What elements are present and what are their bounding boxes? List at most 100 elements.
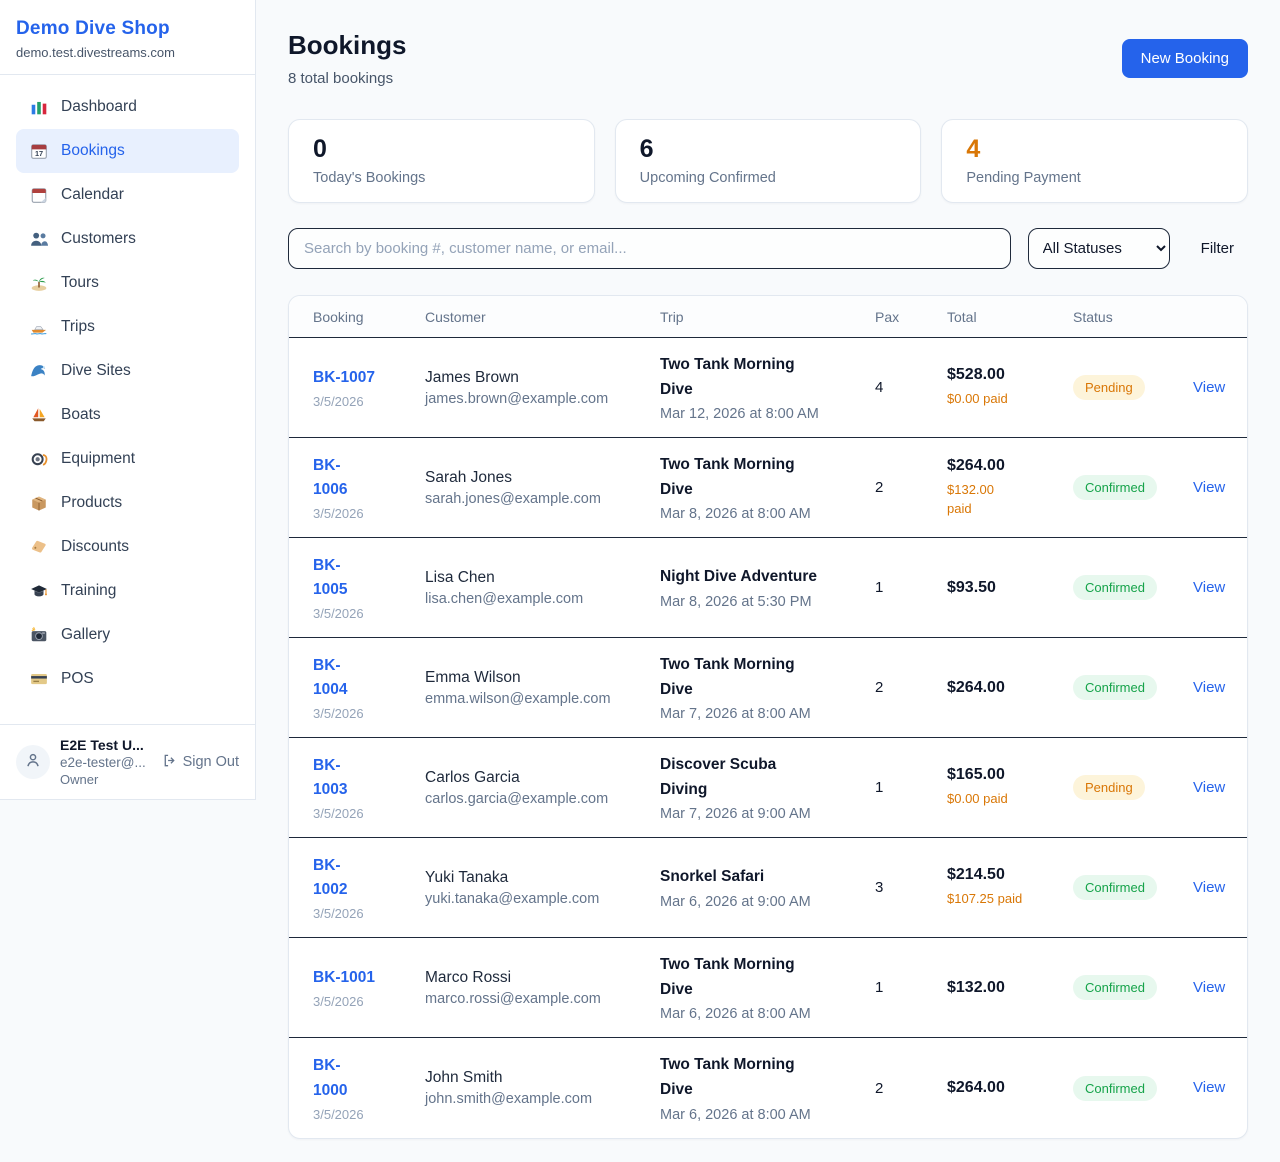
customer-email: lisa.chen@example.com bbox=[425, 590, 584, 607]
sign-out-icon bbox=[162, 753, 177, 772]
trip-name: Snorkel Safari bbox=[660, 868, 765, 886]
customer-cell: Sarah Jones sarah.jones@example.com bbox=[425, 469, 660, 507]
stat-value: 0 bbox=[313, 135, 327, 163]
booking-date: 3/5/2026 bbox=[313, 994, 364, 1009]
sidebar-item-dashboard[interactable]: Dashboard bbox=[16, 85, 239, 129]
sidebar-item-trips[interactable]: Trips bbox=[16, 305, 239, 349]
total-amount: $132.00 bbox=[947, 978, 1005, 996]
total-cell: $264.00 $132.00 paid bbox=[947, 457, 1073, 519]
dashboard-chart-icon bbox=[30, 98, 48, 116]
sidebar-item-label: Discounts bbox=[61, 538, 130, 555]
booking-link[interactable]: BK- 1005 bbox=[313, 556, 348, 598]
sidebar-item-bookings[interactable]: 17 Bookings bbox=[16, 129, 239, 173]
booking-link[interactable]: BK-1007 bbox=[313, 368, 376, 386]
status-cell: Confirmed bbox=[1073, 975, 1193, 1000]
search-input[interactable] bbox=[288, 228, 1011, 269]
booking-link[interactable]: BK- 1004 bbox=[313, 656, 348, 698]
trip-cell: Two Tank Morning Dive Mar 6, 2026 at 8:00 … bbox=[660, 953, 875, 1023]
table-row: BK- 1004 3/5/2026 Emma Wilson emma.wilson@ex… bbox=[289, 638, 1247, 738]
new-booking-button[interactable]: New Booking bbox=[1121, 39, 1248, 78]
brand-domain: demo.test.divestreams.com bbox=[16, 45, 175, 60]
sidebar-nav: Dashboard 17 Bookings Calendar Customers Tour… bbox=[0, 75, 255, 724]
total-cell: $214.50 $107.25 paid bbox=[947, 866, 1073, 909]
customers-people-icon bbox=[30, 230, 48, 248]
status-cell: Confirmed bbox=[1073, 875, 1193, 900]
sidebar-item-equipment[interactable]: Equipment bbox=[16, 437, 239, 481]
sidebar-item-boats[interactable]: Boats bbox=[16, 393, 239, 437]
status-badge: Confirmed bbox=[1073, 475, 1157, 500]
view-link[interactable]: View bbox=[1193, 978, 1226, 996]
status-filter-select[interactable]: All Statuses bbox=[1027, 228, 1170, 269]
sidebar-item-gallery[interactable]: Gallery bbox=[16, 613, 239, 657]
customer-email: sarah.jones@example.com bbox=[425, 490, 601, 507]
customer-cell: Emma Wilson emma.wilson@example.com bbox=[425, 669, 660, 707]
total-amount: $264.00 bbox=[947, 678, 1005, 696]
table-row: BK-1001 3/5/2026 Marco Rossi marco.rossi@ex… bbox=[289, 938, 1247, 1038]
trip-datetime: Mar 7, 2026 at 9:00 AM bbox=[660, 806, 811, 823]
view-link[interactable]: View bbox=[1193, 878, 1226, 896]
sidebar-item-customers[interactable]: Customers bbox=[16, 217, 239, 261]
total-amount: $214.50 bbox=[947, 866, 1005, 884]
trip-cell: Snorkel Safari Mar 6, 2026 at 9:00 AM bbox=[660, 865, 875, 910]
user-meta: E2E Test U... e2e-tester@... Owner bbox=[60, 737, 152, 787]
customer-cell: James Brown james.brown@example.com bbox=[425, 369, 660, 407]
view-link[interactable]: View bbox=[1193, 578, 1226, 596]
table-body: BK-1007 3/5/2026 James Brown james.brown@ex… bbox=[289, 338, 1247, 1138]
total-cell: $264.00 bbox=[947, 1079, 1073, 1097]
actions-cell: View bbox=[1193, 979, 1225, 997]
stats-row: 0 Today's Bookings 6 Upcoming Confirmed … bbox=[288, 119, 1248, 203]
view-link[interactable]: View bbox=[1193, 778, 1226, 796]
total-cell: $264.00 bbox=[947, 679, 1073, 697]
svg-text:17: 17 bbox=[35, 149, 43, 158]
price-tag-icon bbox=[30, 538, 48, 556]
customer-email: carlos.garcia@example.com bbox=[425, 790, 609, 807]
booking-link[interactable]: BK- 1000 bbox=[313, 1057, 348, 1099]
stat-label: Pending Payment bbox=[966, 170, 1081, 186]
wave-icon bbox=[30, 362, 48, 380]
sidebar-item-tours[interactable]: Tours bbox=[16, 261, 239, 305]
graduation-cap-icon bbox=[30, 582, 48, 600]
view-link[interactable]: View bbox=[1193, 1079, 1226, 1096]
booking-date: 3/5/2026 bbox=[313, 806, 364, 822]
sailboat-icon bbox=[30, 406, 48, 424]
main-content: Bookings 8 total bookings New Booking 0 … bbox=[256, 0, 1280, 1162]
booking-cell: BK-1007 3/5/2026 bbox=[313, 366, 425, 409]
user-block: E2E Test U... e2e-tester@... Owner Sign … bbox=[0, 724, 255, 799]
sidebar-item-training[interactable]: Training bbox=[16, 569, 239, 613]
bookings-table: Booking Customer Trip Pax Total Status BK-100… bbox=[288, 295, 1248, 1139]
sidebar-item-label: Dive Sites bbox=[61, 362, 131, 379]
booking-link[interactable]: BK-1001 bbox=[313, 968, 376, 986]
booking-date: 3/5/2026 bbox=[313, 394, 364, 409]
trip-name: Two Tank Morning Dive bbox=[660, 455, 795, 498]
sidebar-item-dive-sites[interactable]: Dive Sites bbox=[16, 349, 239, 393]
booking-date: 3/5/2026 bbox=[313, 606, 364, 622]
sign-out-button[interactable]: Sign Out bbox=[162, 753, 239, 772]
trip-datetime: Mar 6, 2026 at 9:00 AM bbox=[660, 893, 811, 910]
sidebar-item-label: Boats bbox=[61, 406, 101, 423]
paid-amount: $132.00 paid bbox=[947, 481, 994, 517]
view-link[interactable]: View bbox=[1193, 678, 1226, 696]
total-amount: $528.00 bbox=[947, 366, 1005, 384]
trip-datetime: Mar 8, 2026 at 5:30 PM bbox=[660, 593, 812, 610]
pax-value: 2 bbox=[875, 679, 884, 696]
sidebar-item-label: Calendar bbox=[61, 186, 124, 203]
status-badge: Confirmed bbox=[1073, 875, 1157, 900]
booking-link[interactable]: BK- 1003 bbox=[313, 756, 348, 798]
calendar-icon bbox=[30, 186, 48, 204]
booking-link[interactable]: BK- 1002 bbox=[313, 856, 348, 898]
total-amount: $165.00 bbox=[947, 766, 1005, 784]
view-link[interactable]: View bbox=[1193, 478, 1226, 496]
page-title: Bookings bbox=[288, 30, 407, 60]
booking-link[interactable]: BK- 1006 bbox=[313, 456, 348, 498]
filter-button[interactable]: Filter bbox=[1187, 232, 1248, 265]
status-badge: Pending bbox=[1073, 775, 1145, 800]
booking-cell: BK- 1002 3/5/2026 bbox=[313, 854, 425, 921]
view-link[interactable]: View bbox=[1193, 378, 1226, 396]
customer-name: John Smith bbox=[425, 1069, 503, 1086]
sidebar-item-discounts[interactable]: Discounts bbox=[16, 525, 239, 569]
trip-cell: Discover Scuba Diving Mar 7, 2026 at 9:00 … bbox=[660, 753, 875, 823]
bookings-calendar-icon: 17 bbox=[30, 142, 48, 160]
sidebar-item-calendar[interactable]: Calendar bbox=[16, 173, 239, 217]
sidebar-item-pos[interactable]: POS bbox=[16, 657, 239, 701]
sidebar-item-products[interactable]: Products bbox=[16, 481, 239, 525]
